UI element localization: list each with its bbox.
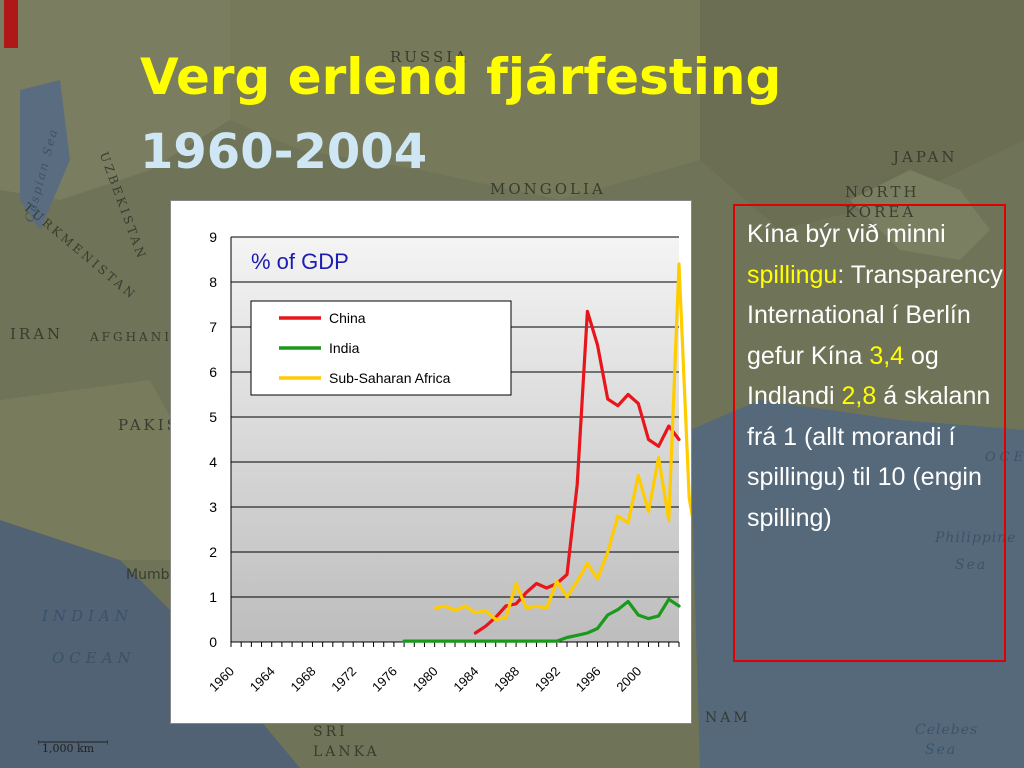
- y-tick-label: 8: [209, 274, 217, 290]
- series-line-sub-saharan-africa: [433, 262, 691, 622]
- map-label-russia: RUSSIA: [390, 48, 469, 66]
- y-tick-label: 0: [209, 634, 217, 650]
- map-label-mongolia: MONGOLIA: [490, 180, 606, 198]
- map-label-mumbai: Mumb: [126, 567, 170, 583]
- map-label-indian: INDIAN: [42, 607, 133, 625]
- y-tick-label: 5: [209, 409, 217, 425]
- legend-label: China: [329, 310, 366, 326]
- chart-title: % of GDP: [251, 249, 349, 274]
- map-label-japan: JAPAN: [893, 148, 958, 166]
- x-tick-label: 1968: [288, 664, 319, 695]
- y-tick-label: 9: [209, 229, 217, 245]
- map-label-afghanistan: AFGHANIS: [90, 330, 184, 344]
- x-tick-label: 1992: [532, 664, 563, 695]
- x-tick-label: 1976: [369, 664, 400, 695]
- note-text-4: og Indlandi: [747, 341, 939, 411]
- note-text-0: Kína býr við minni: [747, 220, 946, 248]
- legend: China India Sub-Saharan Africa: [250, 300, 512, 396]
- line-chart: 0 1 2 3 4 5 6 7 8 9 1960 1964 1968 1972 1976 1980 1984 19…: [206, 229, 691, 695]
- slide-subtitle-years: 1960-2004: [140, 124, 428, 180]
- map-label-iran: IRAN: [10, 325, 64, 343]
- series-line-india: [402, 597, 681, 643]
- y-tick-label: 4: [209, 454, 217, 470]
- x-tick-label: 1972: [328, 664, 359, 695]
- plot-area: [231, 237, 679, 642]
- x-tick-label: 1996: [573, 664, 604, 695]
- x-tick-label: 1988: [491, 664, 522, 695]
- note-text-2: : Transparency International í Berlín ge…: [747, 260, 1003, 370]
- note-text-6: á skalann frá 1 (allt morandi í spilling…: [747, 382, 991, 532]
- note-box: Kína býr við minni spillingu: Transparen…: [733, 204, 1006, 662]
- map-scale-label: 1,000 km: [42, 742, 95, 755]
- slide-title: Verg erlend fjárfesting: [140, 48, 782, 106]
- x-tick-label: 2000: [613, 664, 644, 695]
- map-label-ocean-left: OCEAN: [52, 649, 136, 667]
- x-tick-label: 1980: [410, 664, 441, 695]
- map-label-lanka: LANKA: [313, 744, 380, 760]
- y-tick-label: 7: [209, 319, 217, 335]
- note-text-3: 3,4: [869, 341, 905, 370]
- chart-panel: 0 1 2 3 4 5 6 7 8 9 1960 1964 1968 1972 1976 1980 1984 19…: [170, 200, 692, 724]
- map-label-korea: KOREA: [845, 203, 917, 221]
- map-label-nam: NAM: [705, 710, 751, 726]
- legend-label: India: [329, 340, 360, 356]
- slide-accent-stripe: [4, 0, 18, 48]
- map-label-north: NORTH: [845, 183, 920, 201]
- map-label-celebes: Celebes: [915, 722, 979, 738]
- series-lines: [402, 262, 691, 643]
- map-label-pakistan: PAKIS: [118, 416, 180, 434]
- map-label-philippine: Philippine: [935, 530, 1017, 546]
- y-tick-label: 3: [209, 499, 217, 515]
- y-tick-label: 2: [209, 544, 217, 560]
- map-scale-bar: [38, 740, 108, 745]
- x-tick-label: 1984: [450, 664, 481, 695]
- legend-label: Sub-Saharan Africa: [329, 370, 451, 386]
- note-text-5: 2,8: [841, 382, 877, 410]
- x-tick-label: 1964: [247, 664, 278, 695]
- y-tick-label: 1: [209, 589, 217, 605]
- note-text-1: spillingu: [747, 260, 838, 289]
- x-tick-label: 1960: [206, 664, 237, 695]
- map-label-sri: SRI: [313, 724, 348, 740]
- map-label-sea-right: Sea: [955, 557, 988, 573]
- map-label-sea-bottom: Sea: [925, 742, 958, 758]
- y-tick-label: 6: [209, 364, 217, 380]
